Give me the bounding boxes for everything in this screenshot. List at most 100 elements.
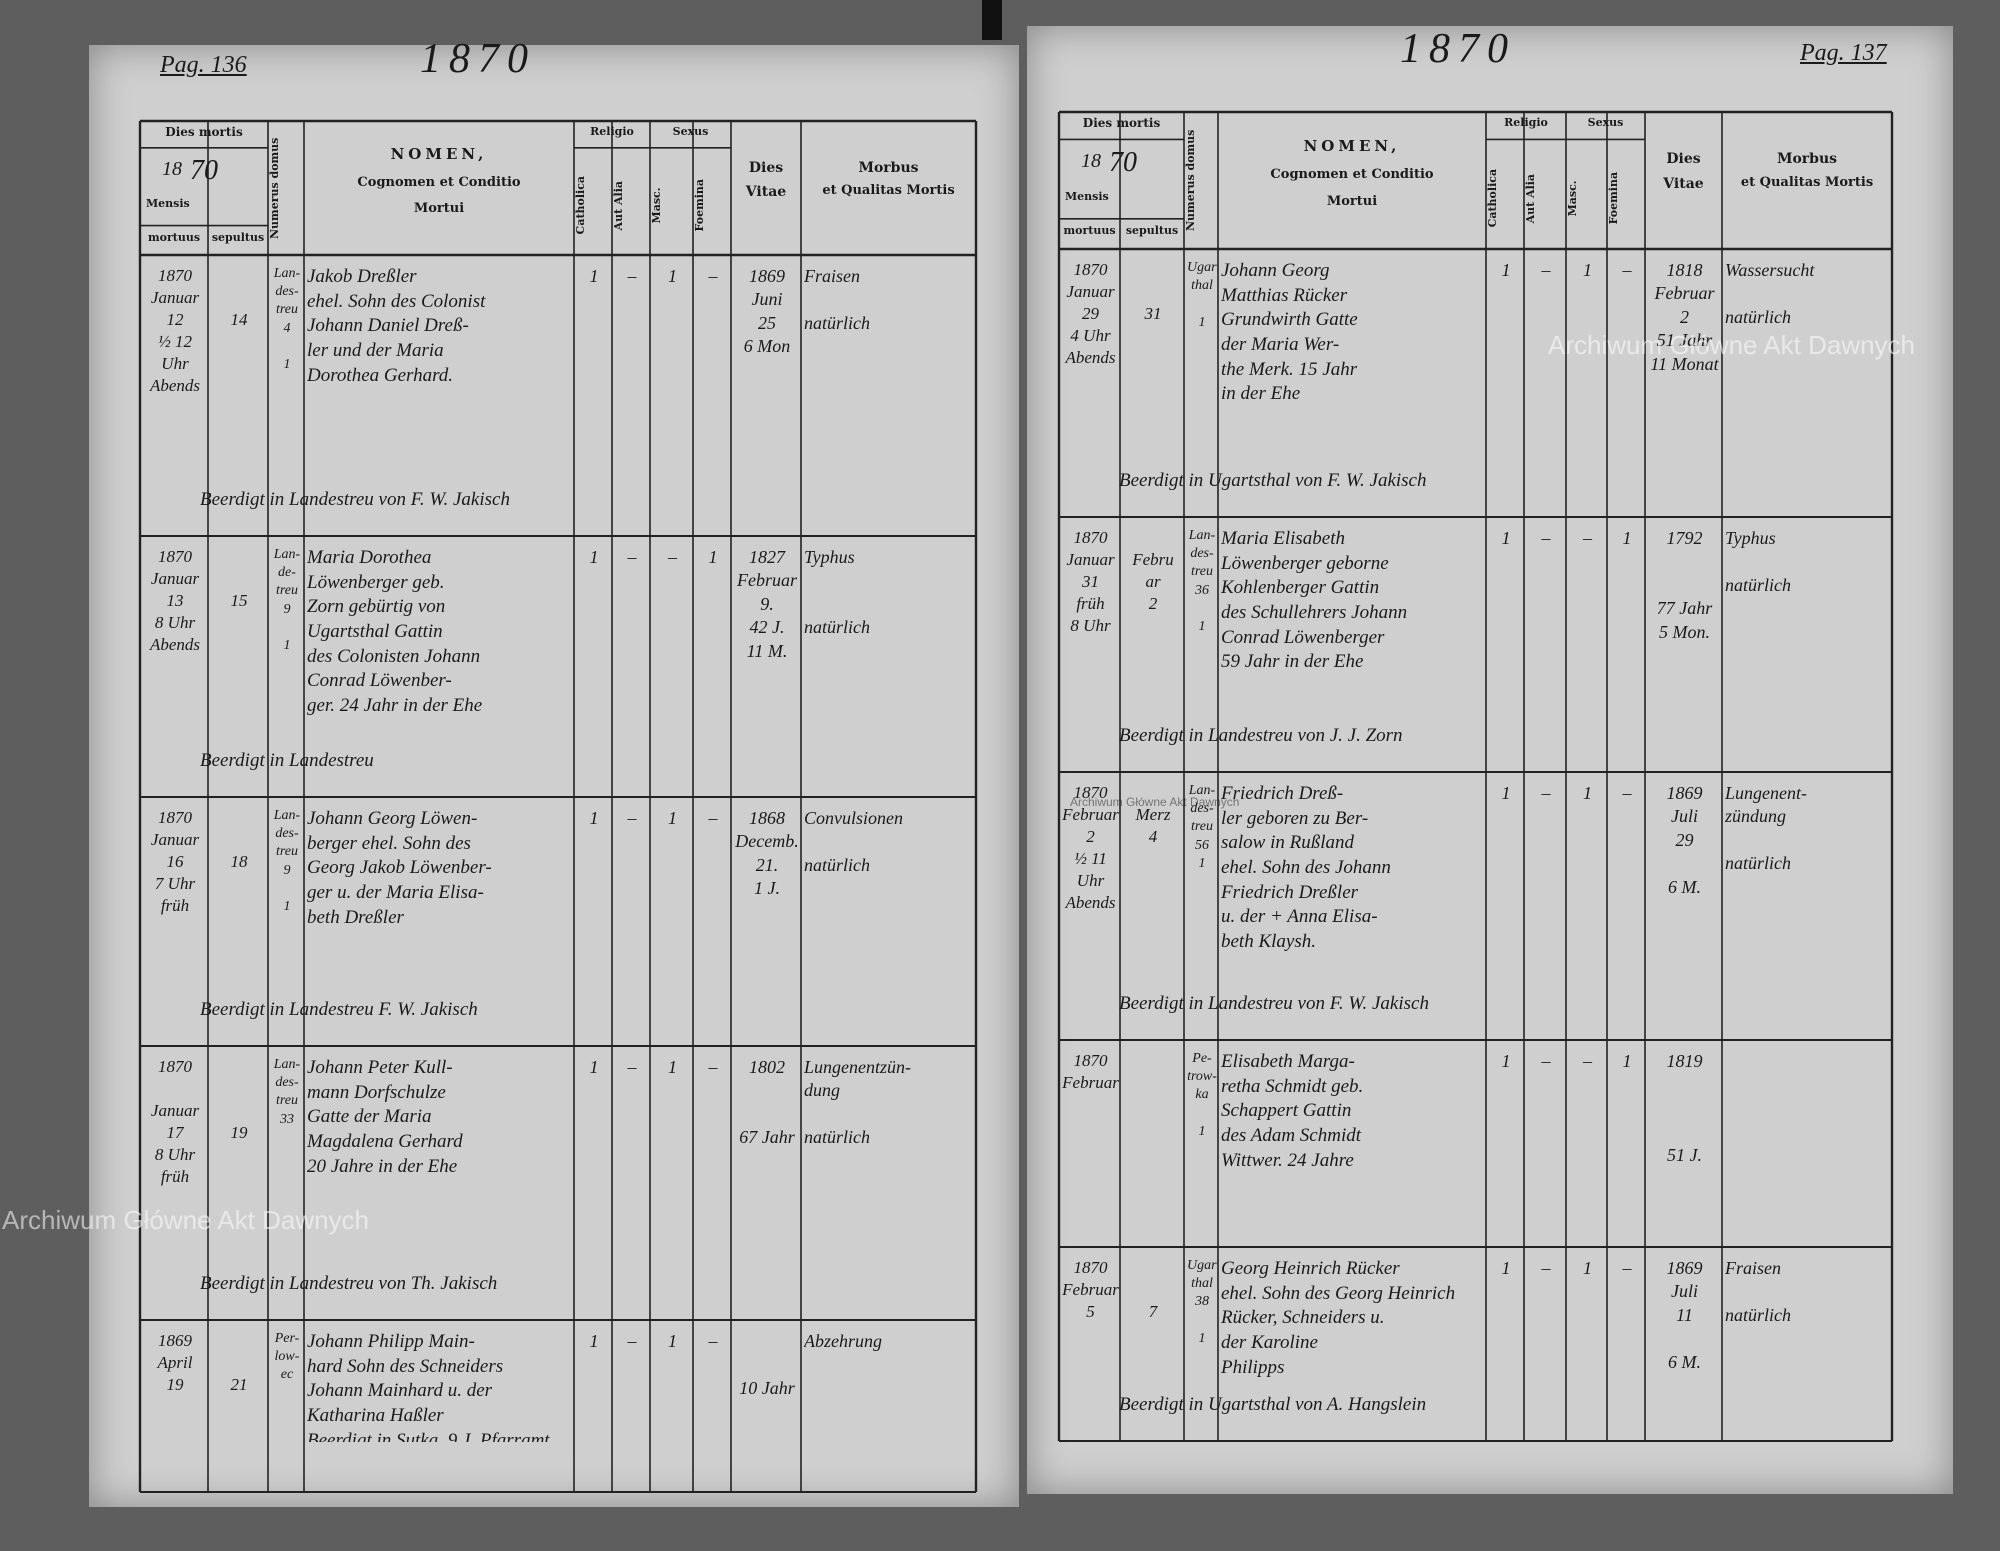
page-label: Pag. 137 <box>1800 40 1887 66</box>
entry-masc: 1 <box>668 266 677 286</box>
entry-note: Beerdigt in Landestreu <box>200 750 374 771</box>
header-cognomen: Cognomen et Conditio <box>357 174 521 190</box>
entry-morbus <box>1725 1050 1891 1197</box>
entry-mortuus: 1870 Februar 5 <box>1062 1258 1119 1322</box>
entry-domus: Lan- des- treu 56 1 <box>1188 783 1216 871</box>
entry-note: Beerdigt in Landestreu von Th. Jakisch <box>200 1273 498 1294</box>
entry-alia: – <box>1541 783 1551 803</box>
page-year: 1870 <box>420 36 536 82</box>
header-aut-alia: Aut Alia <box>612 180 625 231</box>
header-dies: Dies <box>748 159 784 176</box>
header-vitae: Vitae <box>1663 176 1704 193</box>
entry-morbus: Fraisen natürlich <box>804 266 870 333</box>
header-vitae: Vitae <box>745 183 787 200</box>
entry-sepultus: Febru ar 2 <box>1132 550 1174 614</box>
header-cognomen: Cognomen et Conditio <box>1270 166 1434 182</box>
entry-masc: – <box>1583 528 1592 548</box>
entry-catholica: 1 <box>589 808 599 828</box>
entry-foemina: 1 <box>1622 1051 1632 1071</box>
header-sexus: Sexus <box>672 125 709 138</box>
entry-catholica: 1 <box>589 547 599 567</box>
header-dies-mortis: Dies mortis <box>1082 116 1161 130</box>
entry-vitae: 1818 Februar 2 51 Jahr 11 Monat <box>1650 260 1719 374</box>
entry-domus: Ugart thal 38 1 <box>1187 1258 1217 1346</box>
entry-vitae: 1792 77 Jahr 5 Mon. <box>1656 528 1713 642</box>
entry-foemina: – <box>1622 783 1632 803</box>
page-year: 1870 <box>1400 26 1516 72</box>
entry-masc: 1 <box>668 808 677 828</box>
header-catholica: Catholica <box>574 176 587 235</box>
entry-domus: Lan- de- treu 9 1 <box>273 547 301 653</box>
entry-mortuus: 1870 Februar 2 ½ 11 Uhr Abends <box>1062 783 1119 913</box>
entry-alia: – <box>1541 260 1551 280</box>
header-morbus: Morbus <box>858 159 919 176</box>
entry-catholica: 1 <box>1501 528 1511 548</box>
entry-alia: – <box>627 808 637 828</box>
header-dies-mortis: Dies mortis <box>165 125 243 139</box>
entry-nomen: Johann Peter Kull- mann Dorfschulze Gatt… <box>307 1057 463 1177</box>
header-masc: Masc. <box>650 187 663 224</box>
entry-morbus: Typhus natürlich <box>1725 528 1791 595</box>
header-sexus: Sexus <box>1587 116 1624 129</box>
header-year-prefix: 18 <box>1081 149 1101 172</box>
entry-nomen: Jakob Dreßler ehel. Sohn des Colonist Jo… <box>307 266 486 386</box>
entry-sepultus: 14 <box>230 310 248 330</box>
entry-alia: – <box>1541 1258 1551 1278</box>
entry-note: Beerdigt in Landestreu von F. W. Jakisch <box>200 489 510 510</box>
entry-morbus: Wassersucht natürlich <box>1725 260 1815 327</box>
entry-note: Beerdigt in Landestreu von J. J. Zorn <box>1119 725 1403 746</box>
entry-morbus: Lungenent- zündung natürlich <box>1725 783 1807 874</box>
entry-sepultus: Merz 4 <box>1135 805 1171 847</box>
entry-masc: – <box>668 547 677 567</box>
entry-catholica: 1 <box>589 1057 599 1077</box>
entry-mortuus: 1870 Januar 16 7 Uhr früh <box>150 808 200 916</box>
header-mensis: Mensis <box>146 197 190 211</box>
header-numerus-domus: Numerus domus <box>1184 129 1197 232</box>
entry-domus: Lan- des- treu 4 1 <box>273 266 301 372</box>
entry-vitae: 1827 Februar 9. 42 J. 11 M. <box>737 547 797 661</box>
entry-alia: – <box>627 266 637 286</box>
entry-vitae: 10 Jahr <box>739 1377 795 1398</box>
entry-sepultus: 18 <box>230 852 248 872</box>
entry-sepultus: 7 <box>1148 1302 1158 1322</box>
entry-note: Beerdigt in Landestreu von F. W. Jakisch <box>1119 993 1429 1014</box>
header-masc: Masc. <box>1566 180 1579 217</box>
header-year: 70 <box>1109 146 1137 178</box>
entry-nomen: Georg Heinrich Rücker ehel. Sohn des Geo… <box>1221 1258 1456 1378</box>
entry-morbus: Lungenentzün- dung natürlich <box>804 1057 911 1148</box>
header-year-prefix: 18 <box>162 157 182 180</box>
entry-vitae: 1868 Decemb. 21. 1 J. <box>735 808 799 899</box>
entry-nomen: Elisabeth Marga- retha Schmidt geb. Scha… <box>1221 1051 1364 1171</box>
entry-morbus: Typhus natürlich <box>804 547 870 638</box>
left-page <box>89 45 1019 1507</box>
entry-mortuus: 1870 Januar 12 ½ 12 Uhr Abends <box>149 266 201 396</box>
entry-alia: – <box>1541 1051 1551 1071</box>
entry-morbus: Abzehrung <box>804 1331 882 1351</box>
entry-sepultus: 19 <box>230 1123 248 1143</box>
header-mortuus: mortuus <box>147 230 201 244</box>
entry-morbus: Fraisen natürlich <box>1725 1258 1791 1325</box>
entry-vitae: 1869 Juni 25 6 Mon <box>743 266 791 357</box>
entry-catholica: 1 <box>1501 260 1511 280</box>
entry-domus: Per- low- ec <box>274 1331 300 1383</box>
header-sepultus: sepultus <box>211 230 265 244</box>
header-nomen: NOMEN, <box>390 145 488 164</box>
entry-alia: – <box>627 1057 637 1077</box>
entry-nomen: Maria Elisabeth Löwenberger geborne Kohl… <box>1221 528 1408 673</box>
entry-foemina: – <box>1622 260 1632 280</box>
header-qualitas: et Qualitas Mortis <box>1740 175 1874 191</box>
header-numerus-domus: Numerus domus <box>268 137 281 239</box>
watermark: Archiwum Główne Akt Dawnych <box>1548 330 1916 360</box>
entry-nomen: Friedrich Dreß- ler geboren zu Ber- salo… <box>1221 783 1391 953</box>
header-morbus: Morbus <box>1776 151 1838 168</box>
header-nomen: NOMEN, <box>1303 136 1401 155</box>
entry-mortuus: 1870 Februar <box>1062 1051 1119 1093</box>
entry-note: Beerdigt in Ugartsthal von F. W. Jakisch <box>1119 470 1427 491</box>
header-religio: Religio <box>590 125 634 138</box>
right-page <box>1027 26 1953 1494</box>
entry-catholica: 1 <box>1501 783 1511 803</box>
header-mortui: Mortui <box>413 201 465 217</box>
header-mortuus: mortuus <box>1063 224 1116 238</box>
entry-alia: – <box>627 1331 637 1351</box>
